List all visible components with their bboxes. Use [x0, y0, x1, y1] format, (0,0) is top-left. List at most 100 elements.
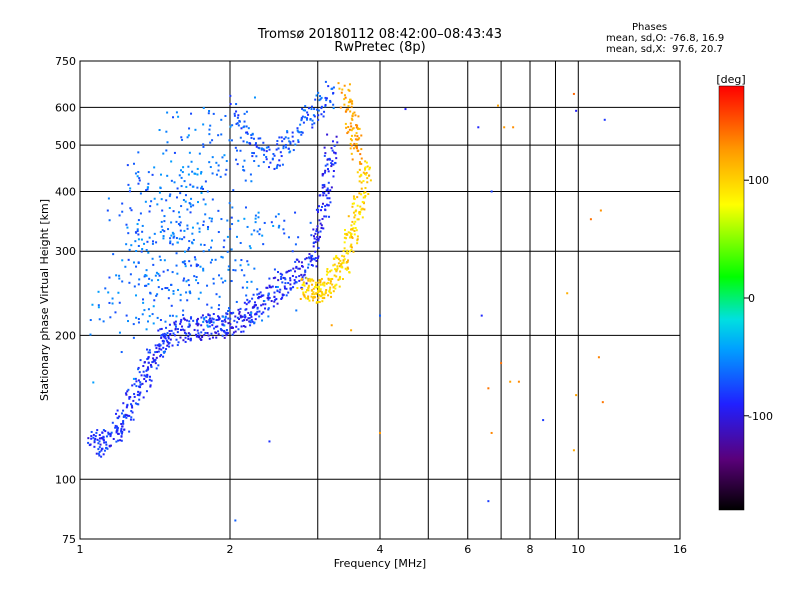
- echo-point: [118, 274, 121, 277]
- echo-point: [321, 174, 324, 177]
- echo-point: [205, 316, 208, 319]
- echo-point: [206, 228, 209, 231]
- echo-point: [320, 107, 323, 110]
- echo-point: [210, 220, 213, 223]
- echo-point: [135, 265, 138, 268]
- echo-point: [289, 277, 292, 280]
- echo-point: [146, 368, 149, 371]
- echo-point: [198, 152, 201, 155]
- echo-point: [163, 230, 166, 233]
- echo-point: [182, 309, 185, 312]
- echo-point: [313, 235, 316, 238]
- echo-point: [267, 293, 270, 296]
- echo-point: [246, 286, 249, 289]
- echo-point: [262, 311, 265, 314]
- echo-point: [206, 332, 209, 335]
- echo-point: [166, 111, 169, 114]
- echo-point: [244, 325, 247, 328]
- echo-point: [126, 226, 129, 229]
- echo-point: [322, 282, 325, 285]
- echo-point: [139, 212, 142, 215]
- echo-point: [351, 118, 354, 121]
- echo-point: [170, 221, 173, 224]
- echo-point: [176, 241, 179, 244]
- echo-point: [289, 142, 292, 145]
- echo-point: [200, 187, 203, 190]
- echo-point: [206, 303, 209, 306]
- echo-point: [265, 155, 268, 158]
- echo-point: [214, 258, 217, 261]
- echo-point: [317, 205, 320, 208]
- echo-point: [172, 292, 175, 295]
- echo-point: [329, 280, 332, 283]
- echo-point: [285, 146, 288, 149]
- echo-point: [322, 115, 325, 118]
- echo-point: [324, 105, 327, 108]
- echo-point: [195, 265, 198, 268]
- echo-point: [149, 292, 152, 295]
- echo-point: [141, 230, 144, 233]
- echo-point: [169, 338, 172, 341]
- echo-point: [237, 318, 240, 321]
- echo-point: [332, 163, 335, 166]
- echo-point: [147, 251, 150, 254]
- echo-point: [321, 217, 324, 220]
- echo-point: [221, 323, 224, 326]
- echo-point: [317, 297, 320, 300]
- echo-point: [315, 230, 318, 233]
- echo-point: [148, 349, 151, 352]
- echo-point: [264, 303, 267, 306]
- echo-point: [172, 332, 175, 335]
- echo-point: [180, 185, 183, 188]
- echo-point: [249, 313, 252, 316]
- echo-point: [259, 137, 262, 140]
- x-tick-label: 6: [464, 543, 471, 556]
- echo-point: [208, 110, 211, 113]
- echo-point: [350, 248, 353, 251]
- echo-point: [212, 318, 215, 321]
- echo-point: [364, 167, 367, 170]
- echo-point: [166, 174, 169, 177]
- echo-point: [132, 399, 135, 402]
- echo-point: [227, 268, 230, 271]
- echo-point: [195, 322, 198, 325]
- x-tick-labels: 1 2 4 6 8 10 16: [77, 543, 688, 556]
- echo-point: [335, 135, 338, 138]
- echo-point: [305, 282, 308, 285]
- echo-point: [365, 171, 368, 174]
- echo-point: [192, 319, 195, 322]
- echo-point: [232, 311, 235, 314]
- echo-point: [345, 109, 348, 112]
- echo-point: [246, 225, 249, 228]
- echo-point: [310, 295, 313, 298]
- echo-point: [278, 136, 281, 139]
- echo-point: [169, 193, 172, 196]
- y-tick-label: 75: [62, 533, 76, 546]
- echo-point: [138, 179, 141, 182]
- echo-point: [332, 257, 335, 260]
- echo-point: [195, 279, 198, 282]
- echo-point: [314, 98, 317, 101]
- echo-point: [178, 174, 181, 177]
- echo-point: [323, 215, 326, 218]
- echo-point: [328, 215, 331, 218]
- echo-point: [313, 293, 316, 296]
- echo-point: [342, 261, 345, 264]
- echo-point: [238, 312, 241, 315]
- echo-point: [99, 443, 102, 446]
- echo-point: [323, 192, 326, 195]
- echo-point: [287, 269, 290, 272]
- echo-point: [167, 337, 170, 340]
- echo-point: [176, 331, 179, 334]
- echo-point: [176, 272, 179, 275]
- echo-point: [247, 301, 250, 304]
- echo-point: [327, 294, 330, 297]
- echo-point: [170, 283, 173, 286]
- echo-point: [138, 394, 141, 397]
- echo-point: [316, 225, 319, 228]
- echo-point: [155, 347, 158, 350]
- echo-point: [112, 437, 115, 440]
- echo-point: [335, 270, 338, 273]
- echo-point: [179, 192, 182, 195]
- echo-point: [190, 264, 193, 267]
